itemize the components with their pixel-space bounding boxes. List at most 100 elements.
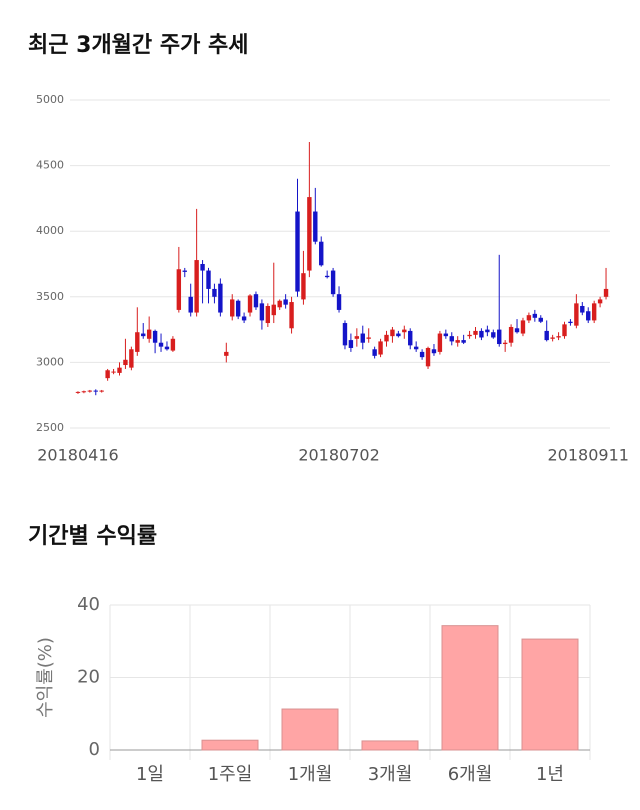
candle-body [425,347,431,367]
y-tick-label: 3500 [36,290,64,303]
candle-body [265,305,271,324]
candle-body [152,330,158,343]
bar [361,740,419,751]
candle-body [313,211,318,242]
candle-body [206,270,211,289]
candle-body [597,299,603,304]
candle-body [141,333,146,337]
candle-body [158,342,164,347]
candle-body [556,336,561,338]
candle-body [354,336,360,339]
x-tick-label: 20180911 [548,446,629,465]
candle-body [479,330,484,338]
y-tick-label: 2500 [36,421,64,434]
candle-body [461,340,466,343]
candle-body [449,336,454,342]
bar [521,638,579,751]
candle-body [200,264,205,271]
candle-body [319,241,324,266]
candle-body [526,315,532,321]
x-tick-label: 1일 [136,764,164,785]
candle-body [129,349,134,368]
x-tick-label: 1년 [536,764,564,785]
candle-body [574,303,579,326]
candle-body [580,305,585,313]
bar [441,625,499,751]
x-tick-label: 20180702 [298,446,379,465]
candle-body [330,270,336,295]
candle-body [117,367,122,373]
candle-body [241,316,247,321]
y-tick-label: 0 [89,739,100,760]
candle-body [384,334,389,342]
candle-body [396,333,401,337]
candle-body [253,294,259,308]
x-tick-label: 1주일 [208,764,253,785]
bar [201,739,259,751]
candle-body [514,328,520,333]
candle-body [520,320,526,334]
candle-body [283,299,288,305]
candle-body [99,390,104,392]
candle-body [194,260,199,313]
candle-body [586,311,591,321]
candle-body [390,329,395,337]
candle-body [277,300,282,308]
candle-body [307,197,312,271]
y-tick-label: 4000 [36,224,64,237]
candle-body [301,273,306,300]
candle-body [402,329,407,333]
candle-body [550,337,555,339]
candle-body [295,211,300,292]
candle-body [603,288,609,297]
candle-body [235,300,241,317]
candle-body [544,330,549,341]
candle-body [182,270,187,272]
chart-title: 기간별 수익률 [28,524,157,549]
candle-body [360,333,365,343]
candle-body [289,302,294,329]
candle-body [348,340,354,348]
candle-body [164,346,170,350]
chart-title: 최근 3개월간 주가 추세 [28,33,248,58]
candle-body [562,324,567,337]
candle-body [230,299,235,317]
candle-body [532,313,538,318]
candle-body [455,340,460,343]
candle-body [372,349,377,356]
candle-body [111,371,116,373]
candle-body [467,334,472,337]
candle-body [218,283,223,313]
candle-body [508,326,514,343]
candle-body [568,321,573,324]
y-tick-label: 20 [77,667,100,688]
candle-body [419,351,425,358]
candle-body [123,359,128,366]
candle-body [87,390,93,392]
candle-body [336,294,342,310]
candle-body [212,288,217,297]
candle-body [538,317,543,322]
x-tick-label: 20180416 [37,446,118,465]
y-axis-label: 수익률(%) [35,637,56,718]
bar [281,708,339,751]
y-tick-label: 40 [77,594,100,615]
candle-body [170,338,176,351]
candle-body [146,329,152,339]
candle-body [473,330,478,335]
candle-body [324,275,330,278]
candle-body [342,323,348,346]
candle-body [271,304,276,316]
candle-body [591,303,597,321]
candle-body [502,342,508,345]
y-tick-label: 3000 [36,355,64,368]
candle-body [413,346,419,350]
y-tick-label: 5000 [36,93,64,106]
candle-body [259,303,265,321]
candle-body [135,332,140,352]
candle-body [497,329,502,345]
candle-body [437,333,443,352]
candle-body [224,351,229,356]
x-tick-label: 6개월 [448,764,493,785]
